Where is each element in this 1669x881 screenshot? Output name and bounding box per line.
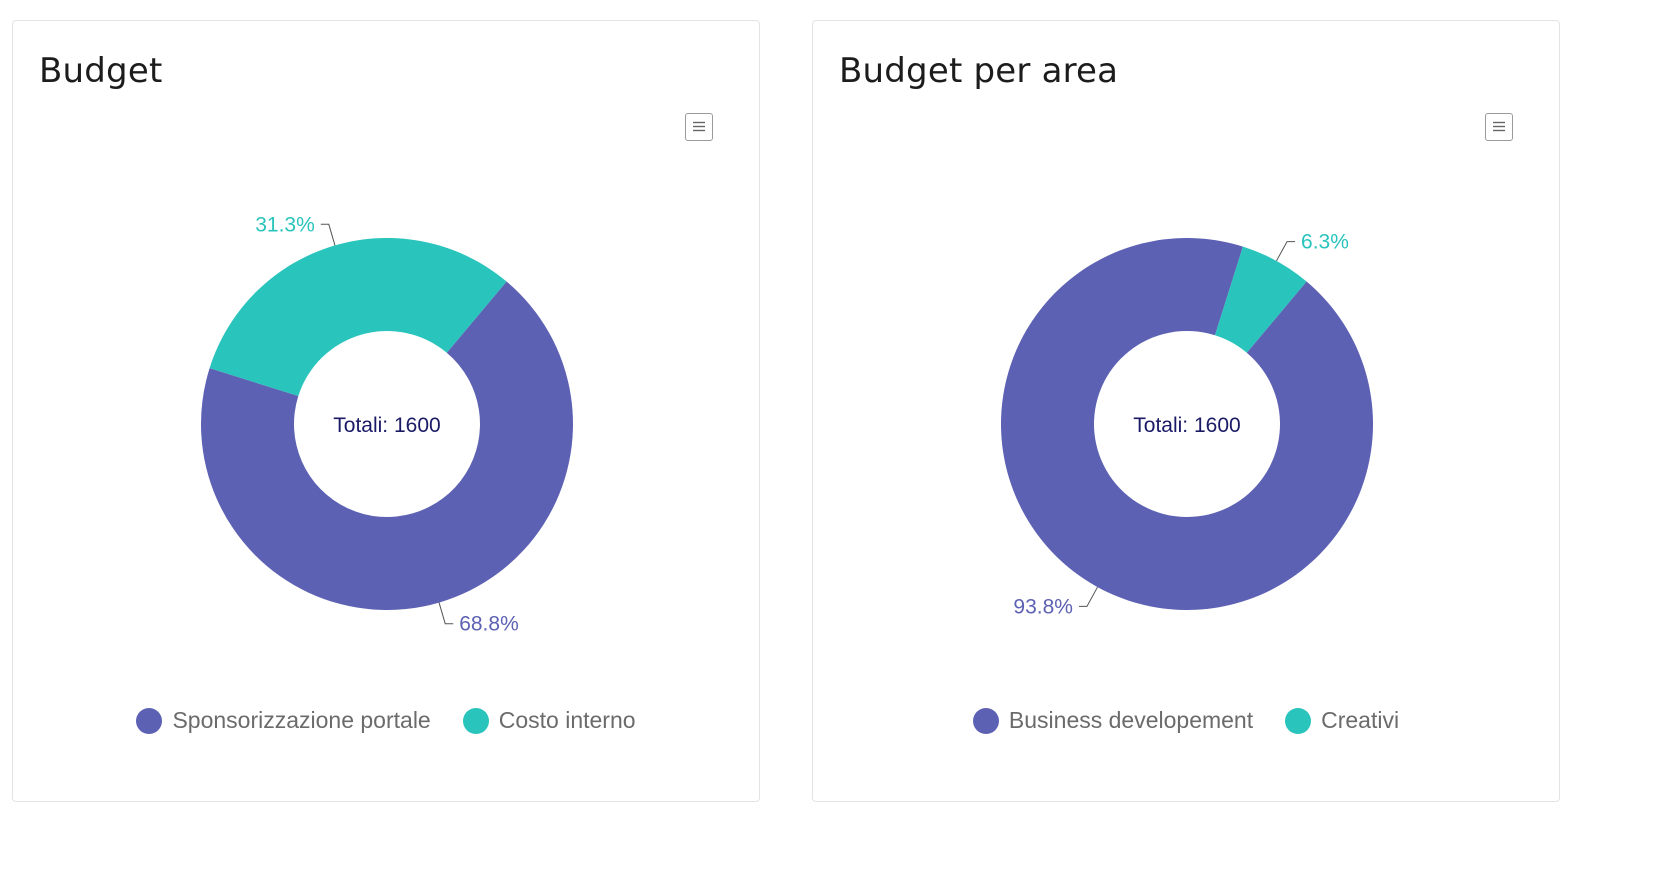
legend-item[interactable]: Sponsorizzazione portale xyxy=(136,707,431,734)
budget-per-area-card: Budget per area 93.8% 6.3% Totali: 1600 Bu… xyxy=(812,20,1560,802)
card-title: Budget per area xyxy=(839,51,1119,91)
legend-item[interactable]: Business developement xyxy=(972,707,1254,734)
legend-label: Creativi xyxy=(1321,707,1400,733)
chart-legend: Sponsorizzazione portale Costo interno xyxy=(13,707,759,734)
legend-item[interactable]: Creativi xyxy=(1285,707,1399,734)
legend-item[interactable]: Costo interno xyxy=(462,707,636,734)
legend-marker xyxy=(136,707,163,734)
legend-label: Business developement xyxy=(1008,707,1254,733)
leader-line xyxy=(320,223,336,246)
donut-slice-1[interactable] xyxy=(209,237,507,397)
donut-slice-0[interactable] xyxy=(200,281,573,610)
slice-percent-label: 93.8% xyxy=(1013,595,1073,618)
slice-percent-label: 31.3% xyxy=(255,213,315,236)
card-title: Budget xyxy=(39,51,163,91)
leader-line xyxy=(1276,241,1296,262)
hamburger-menu-icon xyxy=(1493,121,1505,132)
center-total-label: Totali: 1600 xyxy=(1133,414,1240,437)
chart-legend: Business developement Creativi xyxy=(813,707,1559,734)
slice-percent-label: 6.3% xyxy=(1301,231,1349,254)
hamburger-menu-icon xyxy=(693,121,705,132)
chart-menu-button[interactable] xyxy=(1485,113,1513,141)
legend-marker xyxy=(462,707,489,734)
donut-slice-0[interactable] xyxy=(1001,238,1373,610)
legend-label: Costo interno xyxy=(498,707,636,733)
legend-marker xyxy=(1285,707,1312,734)
center-total-label: Totali: 1600 xyxy=(333,414,440,437)
slice-percent-label: 68.8% xyxy=(459,613,519,636)
leader-line xyxy=(1078,586,1098,607)
legend-marker xyxy=(972,707,999,734)
budget-per-area-donut-chart: 93.8% 6.3% Totali: 1600 xyxy=(1001,231,1373,618)
donut-slice-1[interactable] xyxy=(1214,246,1307,353)
budget-card: Budget 68.8% 31.3% Totali: 1600 Sponsorizz… xyxy=(12,20,760,802)
budget-donut-chart: 68.8% 31.3% Totali: 1600 xyxy=(200,213,573,636)
legend-label: Sponsorizzazione portale xyxy=(172,707,431,733)
leader-line xyxy=(438,602,454,625)
chart-menu-button[interactable] xyxy=(685,113,713,141)
